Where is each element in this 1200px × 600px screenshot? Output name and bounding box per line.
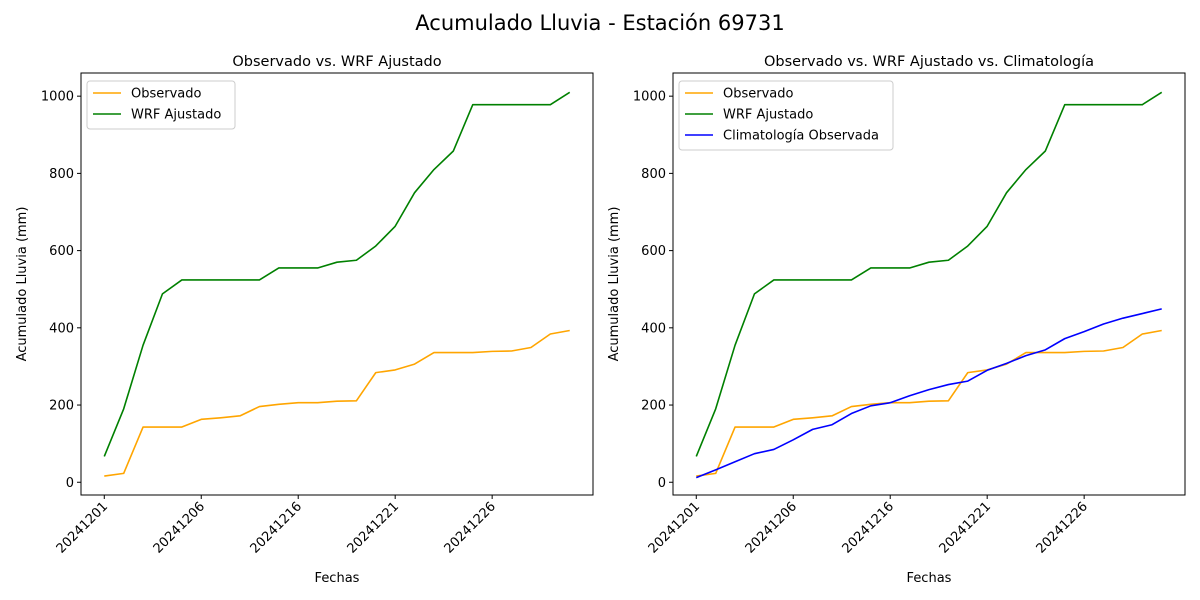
right-legend-label-climatologia-observada: Climatología Observada	[723, 129, 879, 144]
left-xtick-label: 20241206	[151, 499, 208, 556]
right-xtick-label: 20241201	[646, 499, 703, 556]
right-xtick-label: 20241221	[937, 499, 994, 556]
right-xtick-label: 20241206	[743, 499, 800, 556]
left-xtick-label: 20241201	[54, 499, 111, 556]
right-xtick-label: 20241216	[840, 499, 897, 556]
right-plot-frame	[672, 72, 1186, 496]
left-xaxis-label: Fechas	[315, 571, 360, 586]
right-ytick-label: 0	[658, 476, 666, 491]
left-ytick-label: 200	[49, 399, 74, 414]
right-series-wrf-ajustado-line	[695, 91, 1163, 457]
left-series-observado-line	[104, 329, 570, 477]
right-yaxis-label: Acumulado Lluvia (mm)	[607, 207, 622, 362]
right-legend-box	[678, 80, 894, 151]
left-xtick-label: 20241216	[248, 499, 305, 556]
left-plot-frame	[80, 72, 594, 496]
right-legend-label-wrf-ajustado: WRF Ajustado	[723, 108, 813, 123]
left-xtick-label: 20241226	[442, 499, 499, 556]
left-legend-label-observado: Observado	[131, 87, 202, 102]
right-ytick-label: 400	[641, 321, 666, 336]
right-ytick-label: 1000	[633, 90, 666, 105]
left-ytick-label: 600	[49, 244, 74, 259]
left-ytick-label: 0	[66, 476, 74, 491]
figure-suptitle: Acumulado Lluvia - Estación 69731	[415, 11, 784, 35]
right-ytick-label: 200	[641, 399, 666, 414]
right-xaxis-label: Fechas	[907, 571, 952, 586]
left-ytick-label: 400	[49, 321, 74, 336]
left-chart-panel: Observado vs. WRF Ajustado 0 200 400 600 800 1…	[15, 54, 594, 586]
right-ytick-label: 800	[641, 167, 666, 182]
left-series-wrf-ajustado-line	[103, 91, 571, 457]
right-xtick-label: 20241226	[1034, 499, 1091, 556]
left-yaxis-label: Acumulado Lluvia (mm)	[15, 207, 30, 362]
left-ytick-label: 1000	[41, 90, 74, 105]
right-chart-title: Observado vs. WRF Ajustado vs. Climatolo…	[764, 54, 1094, 70]
left-ytick-label: 800	[49, 167, 74, 182]
right-series-observado-line	[696, 329, 1162, 477]
right-series-climatologia-observada-line	[695, 308, 1162, 479]
right-chart-panel: Observado vs. WRF Ajustado vs. Climatolo…	[607, 54, 1186, 586]
right-legend-label-observado: Observado	[723, 87, 794, 102]
left-chart-title: Observado vs. WRF Ajustado	[232, 54, 441, 70]
right-ytick-label: 600	[641, 244, 666, 259]
left-legend-box	[86, 80, 236, 130]
left-legend-label-wrf-ajustado: WRF Ajustado	[131, 108, 221, 123]
left-xtick-label: 20241221	[345, 499, 402, 556]
